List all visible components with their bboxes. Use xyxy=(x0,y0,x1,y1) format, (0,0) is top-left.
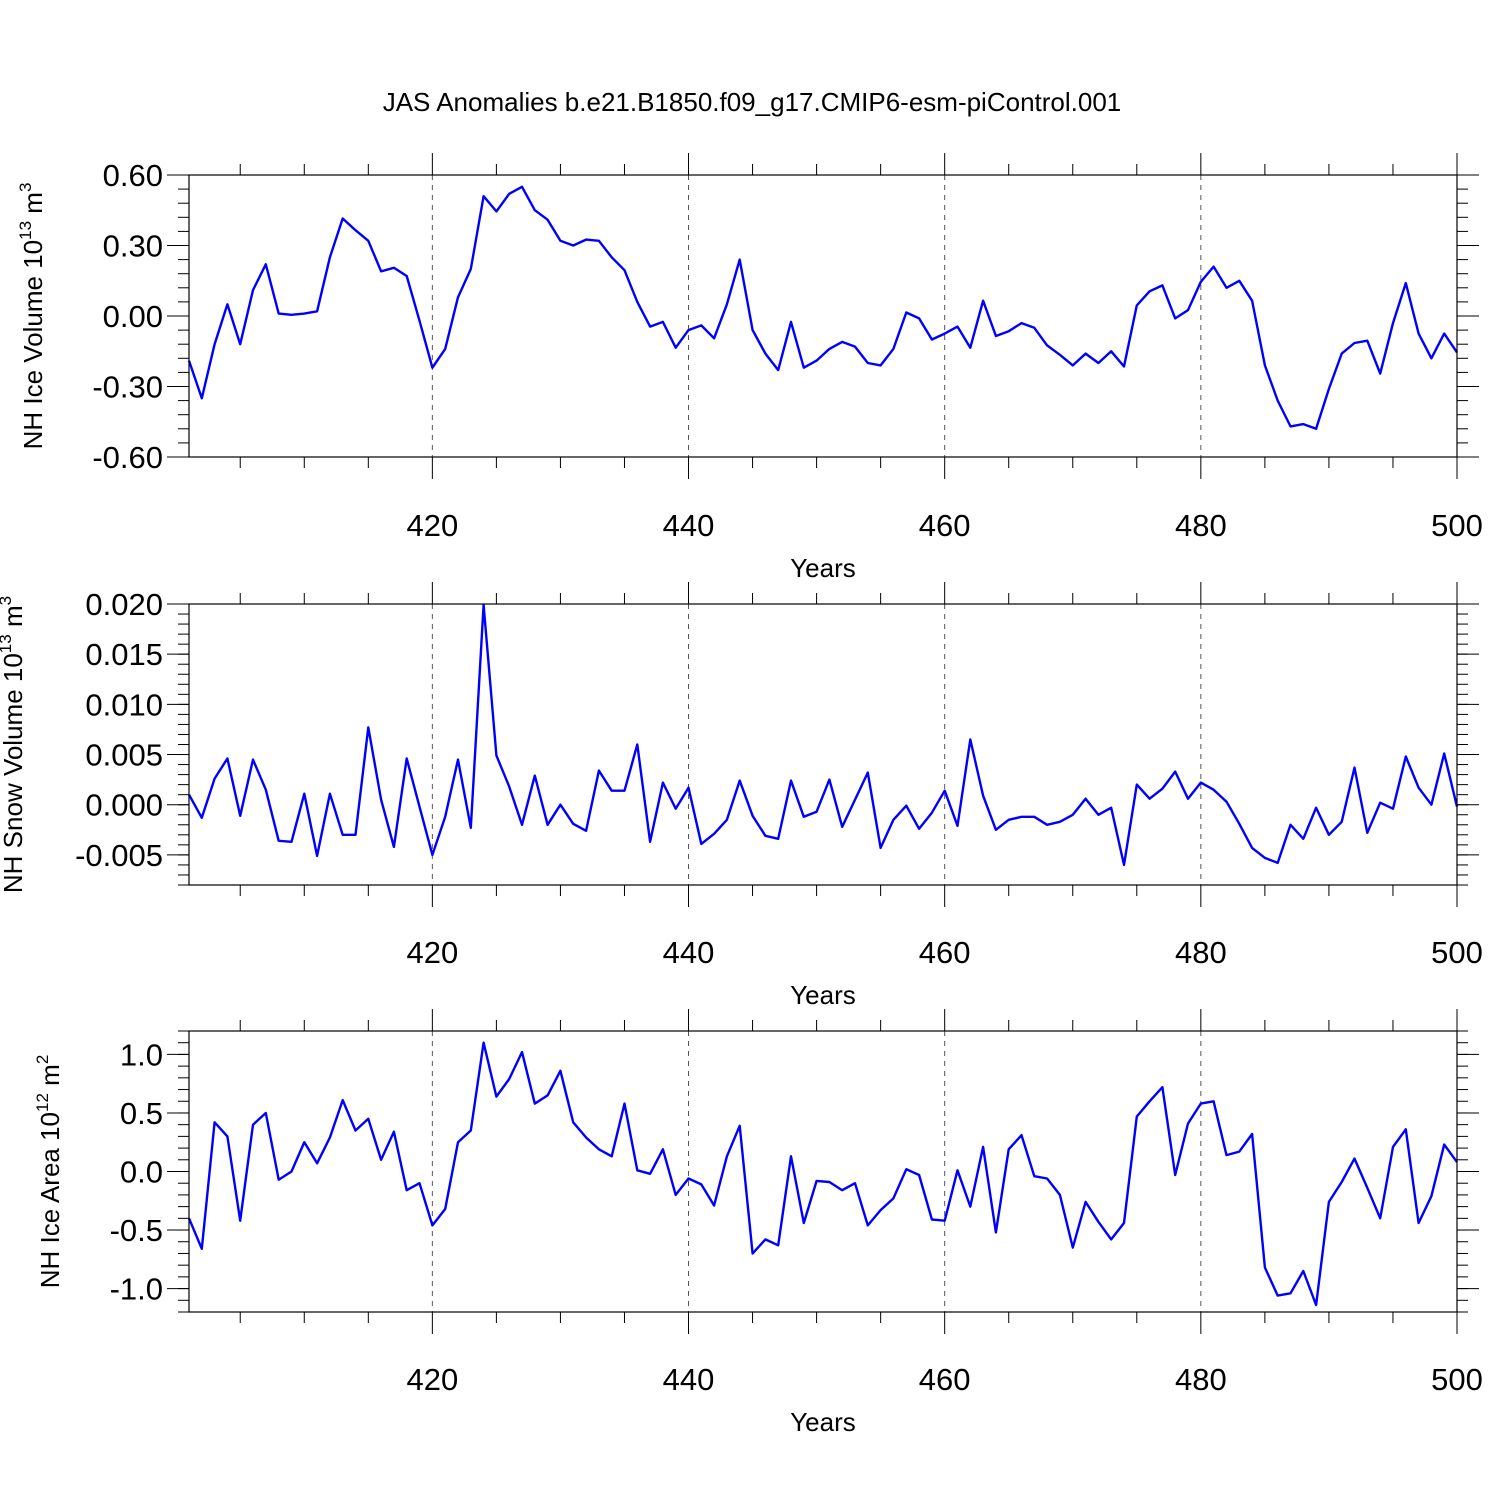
y-tick-label: -0.60 xyxy=(92,440,163,475)
y-tick-label: 0.010 xyxy=(85,687,163,722)
chart-panel-2: -0.005 0.000 0.005 0.010 0.015 0.020 420 440 460… xyxy=(0,582,1483,1010)
x-tick-label: 440 xyxy=(663,508,715,543)
x-tick-label: 480 xyxy=(1175,935,1227,970)
y-axis-title: NH Ice Volume 1013 m3 xyxy=(16,183,48,450)
y-tick-label: 0.5 xyxy=(120,1096,163,1131)
x-tick-label: 420 xyxy=(406,935,458,970)
y-axis-title: NH Ice Area 1012 m2 xyxy=(33,1055,65,1289)
x-axis-title: Years xyxy=(790,553,856,583)
x-tick-label: 480 xyxy=(1175,508,1227,543)
x-tick-label: 460 xyxy=(919,1362,971,1397)
y-axis-title: NH Snow Volume 1013 m3 xyxy=(0,596,28,893)
series-line xyxy=(187,603,1459,867)
y-tick-label: -0.005 xyxy=(75,838,163,873)
x-tick-label: 480 xyxy=(1175,1362,1227,1397)
y-tick-label: 0.60 xyxy=(103,158,163,193)
y-tick-label: -0.5 xyxy=(110,1213,163,1248)
series-line xyxy=(187,1041,1458,1307)
chart-panel-1: -0.60 -0.30 0.00 0.30 0.60 420 440 460 480 500 Yea… xyxy=(16,153,1483,583)
x-tick-label: 460 xyxy=(919,508,971,543)
y-tick-label: -1.0 xyxy=(110,1272,163,1307)
y-tick-label: 0.005 xyxy=(85,738,163,773)
x-tick-label: 440 xyxy=(663,1362,715,1397)
y-tick-label: -0.30 xyxy=(92,370,163,405)
x-tick-label: 500 xyxy=(1431,508,1483,543)
x-tick-label: 420 xyxy=(406,508,458,543)
panels: -0.60 -0.30 0.00 0.30 0.60 420 440 460 480 500 Yea… xyxy=(0,153,1483,1437)
series-line xyxy=(187,185,1458,430)
chart-panel-3: -1.0 -0.5 0.0 0.5 1.0 420 440 460 480 500 Years NH … xyxy=(33,1009,1483,1437)
x-tick-label: 440 xyxy=(663,935,715,970)
plot-frame xyxy=(188,1030,1458,1313)
x-axis-title: Years xyxy=(790,980,856,1010)
x-tick-label: 500 xyxy=(1431,1362,1483,1397)
x-axis-title: Years xyxy=(790,1407,856,1437)
y-tick-label: 0.30 xyxy=(103,229,163,264)
plot-frame xyxy=(188,174,1458,458)
y-tick-label: 0.020 xyxy=(85,587,163,622)
y-tick-label: 0.0 xyxy=(120,1155,163,1190)
x-tick-label: 500 xyxy=(1431,935,1483,970)
y-tick-label: 0.000 xyxy=(85,788,163,823)
y-tick-label: 0.00 xyxy=(103,299,163,334)
x-tick-label: 420 xyxy=(406,1362,458,1397)
plot-frame xyxy=(188,603,1458,886)
figure-title: JAS Anomalies b.e21.B1850.f09_g17.CMIP6-… xyxy=(383,87,1122,117)
x-tick-label: 460 xyxy=(919,935,971,970)
y-tick-label: 1.0 xyxy=(120,1037,163,1072)
y-tick-label: 0.015 xyxy=(85,637,163,672)
